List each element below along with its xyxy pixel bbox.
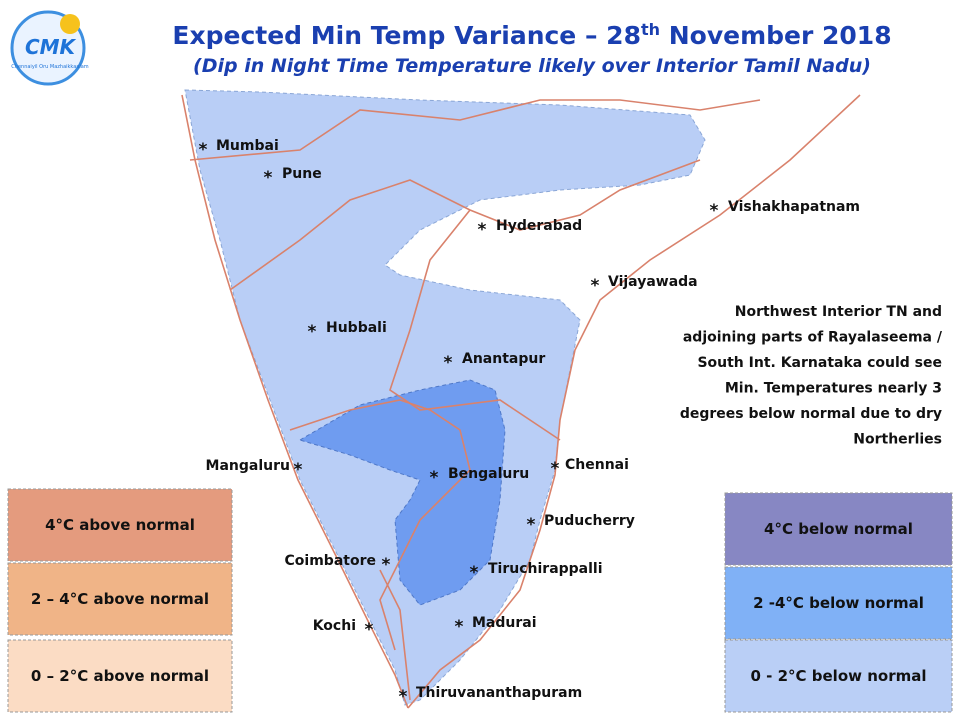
title: Expected Min Temp Variance – 28th Novemb… — [172, 20, 891, 50]
logo-tagline: Chennaiyil Oru Mazhaikkaalam — [11, 64, 89, 70]
state-border — [389, 209, 561, 441]
city-label: Hubbali — [326, 320, 387, 336]
legend-label: 2 -4°C below normal — [753, 594, 924, 612]
title-part: November 2018 — [660, 21, 892, 50]
annotation-line: adjoining parts of Rayalaseema / — [683, 330, 943, 346]
city-label: Vijayawada — [608, 274, 698, 290]
city-marker: * — [455, 617, 464, 637]
state-border — [289, 399, 471, 651]
state-border — [189, 99, 761, 161]
city-label: Kochi — [313, 618, 356, 634]
title-part: Expected Min Temp Variance – 28 — [172, 21, 641, 50]
city-marker: * — [710, 201, 719, 221]
city-marker: * — [382, 555, 391, 575]
city-label: Tiruchirappalli — [488, 561, 603, 577]
annotation-line: Min. Temperatures nearly 3 — [725, 381, 942, 397]
legend-box — [724, 566, 953, 640]
title-sup: th — [641, 20, 660, 39]
city-marker: * — [478, 220, 487, 240]
legend-label: 4°C above normal — [45, 516, 195, 534]
annotation-line: Northwest Interior TN and — [735, 304, 942, 320]
city-label: Thiruvananthapuram — [416, 685, 582, 701]
borders — [181, 94, 861, 709]
city-label: Mumbai — [216, 138, 279, 154]
city-marker: * — [527, 515, 536, 535]
annotation-line: Northerlies — [853, 432, 942, 448]
city-label: Puducherry — [544, 513, 635, 529]
city-marker: * — [264, 168, 273, 188]
city-label: Coimbatore — [285, 553, 376, 569]
coastline-west — [181, 94, 409, 709]
city-marker: * — [199, 140, 208, 160]
city-label: Vishakhapatnam — [728, 199, 860, 215]
logo-sun — [60, 14, 80, 34]
city-marker: * — [444, 353, 453, 373]
legend-label: 0 – 2°C above normal — [31, 667, 209, 685]
legend-box — [724, 639, 953, 713]
city-marker: * — [308, 322, 317, 342]
state-border — [379, 569, 411, 701]
city-marker: * — [551, 459, 560, 479]
legend-label: 0 - 2°C below normal — [751, 667, 927, 685]
city-label: Pune — [282, 166, 322, 182]
city-label: Mangaluru — [206, 458, 290, 474]
subtitle: (Dip in Night Time Temperature likely ov… — [193, 55, 871, 77]
logo: CMK Chennaiyil Oru Mazhaikkaalam — [10, 10, 89, 86]
legend-label: 4°C below normal — [764, 520, 913, 538]
city-label: Anantapur — [462, 351, 545, 367]
city-label: Madurai — [472, 615, 537, 631]
city-marker: * — [399, 687, 408, 707]
legend-label: 2 – 4°C above normal — [31, 590, 209, 608]
annotation-line: South Int. Karnataka could see — [697, 355, 942, 371]
city-marker: * — [294, 460, 303, 480]
logo-text: CMK — [25, 35, 77, 59]
legend-box — [7, 488, 233, 562]
region-dark — [298, 379, 506, 606]
annotation-line: degrees below normal due to dry — [680, 406, 942, 422]
legend-box — [724, 492, 953, 566]
city-label: Hyderabad — [496, 218, 582, 234]
city-label: Chennai — [565, 457, 629, 473]
legend-box — [7, 562, 233, 636]
labels: * Mumbai * Pune * Hyderabad * Vishakhapatnam * Vi… — [7, 138, 953, 713]
city-marker: * — [470, 563, 479, 583]
city-label: Bengaluru — [448, 466, 529, 482]
city-marker: * — [591, 276, 600, 296]
city-marker: * — [430, 468, 439, 488]
coastline-east — [407, 94, 861, 709]
city-marker: * — [365, 620, 374, 640]
legend-box — [7, 639, 233, 713]
